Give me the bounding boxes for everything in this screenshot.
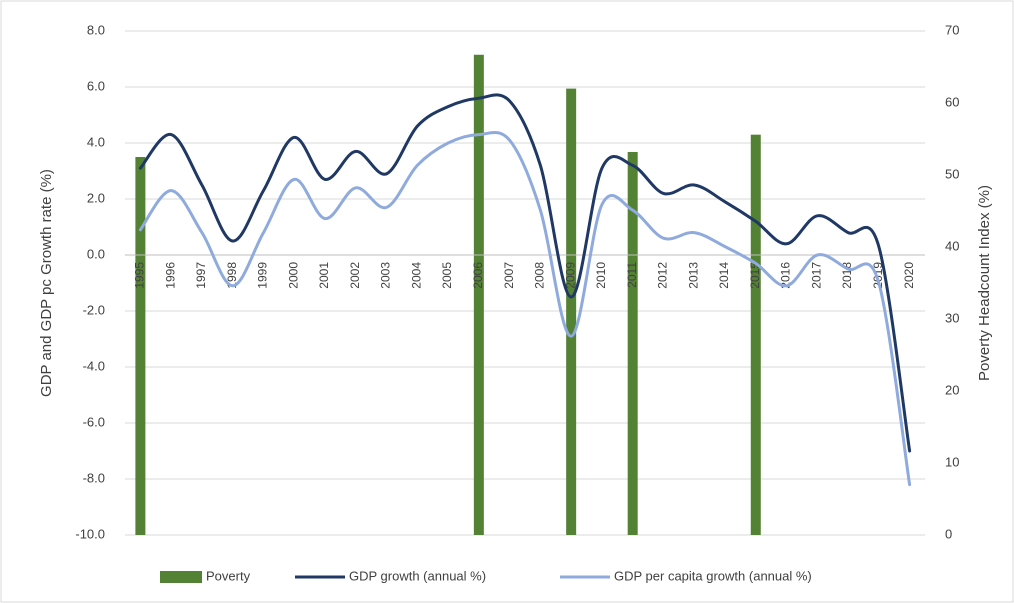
- y2-tick-label: 40: [945, 238, 959, 253]
- x-tick-label: 1997: [194, 262, 208, 289]
- y-tick-label: 2.0: [87, 190, 105, 205]
- x-tick-label: 1996: [163, 262, 177, 289]
- x-tick-label: 2016: [779, 262, 793, 289]
- legend-label: Poverty: [206, 568, 251, 583]
- x-tick-label: 2002: [348, 262, 362, 289]
- y-axis-title: GDP and GDP pc Growth rate (%): [38, 169, 55, 397]
- x-tick-label: 1999: [256, 262, 270, 289]
- y-tick-label: -4.0: [83, 358, 105, 373]
- x-tick-label: 2006: [471, 262, 485, 289]
- y2-tick-label: 70: [945, 22, 959, 37]
- bar: [473, 54, 484, 535]
- y2-tick-label: 0: [945, 526, 952, 541]
- y2-tick-label: 50: [945, 166, 959, 181]
- x-tick-label: 2000: [286, 262, 300, 289]
- y-tick-label: 4.0: [87, 134, 105, 149]
- legend-label: GDP per capita growth (annual %): [614, 568, 812, 583]
- y-tick-label: -2.0: [83, 302, 105, 317]
- line: [138, 131, 912, 487]
- x-tick-label: 2008: [533, 262, 547, 289]
- x-tick-label: 2007: [502, 262, 516, 289]
- x-tick-label: 2011: [625, 262, 639, 288]
- x-tick-label: 2015: [748, 262, 762, 289]
- y-tick-label: -10.0: [75, 526, 105, 541]
- y2-tick-label: 30: [945, 310, 959, 325]
- bar: [750, 134, 761, 535]
- x-tick-label: 2013: [686, 262, 700, 289]
- x-tick-label: 2017: [809, 262, 823, 289]
- bar: [566, 88, 577, 535]
- legend-label: GDP growth (annual %): [349, 568, 486, 583]
- y-tick-label: -6.0: [83, 414, 105, 429]
- legend-swatch: [160, 571, 202, 583]
- bar: [627, 151, 638, 535]
- y-tick-label: 0.0: [87, 246, 105, 261]
- x-tick-label: 1995: [133, 262, 147, 289]
- y-tick-label: 8.0: [87, 22, 105, 37]
- y2-tick-label: 60: [945, 94, 959, 109]
- x-tick-label: 2014: [717, 262, 731, 289]
- y2-tick-label: 10: [945, 454, 959, 469]
- x-tick-label: 2004: [409, 262, 423, 289]
- line: [138, 93, 912, 453]
- y2-tick-label: 20: [945, 382, 959, 397]
- y-tick-label: -8.0: [83, 470, 105, 485]
- x-tick-label: 2005: [440, 262, 454, 289]
- x-tick-label: 2009: [563, 262, 577, 289]
- bar: [135, 157, 146, 535]
- y-tick-label: 6.0: [87, 78, 105, 93]
- x-tick-label: 2012: [656, 262, 670, 289]
- x-tick-label: 2020: [902, 262, 916, 289]
- x-tick-label: 2010: [594, 262, 608, 289]
- x-tick-label: 2001: [317, 262, 331, 289]
- y2-axis-title: Poverty Headcount Index (%): [976, 185, 993, 381]
- x-tick-label: 2003: [379, 262, 393, 289]
